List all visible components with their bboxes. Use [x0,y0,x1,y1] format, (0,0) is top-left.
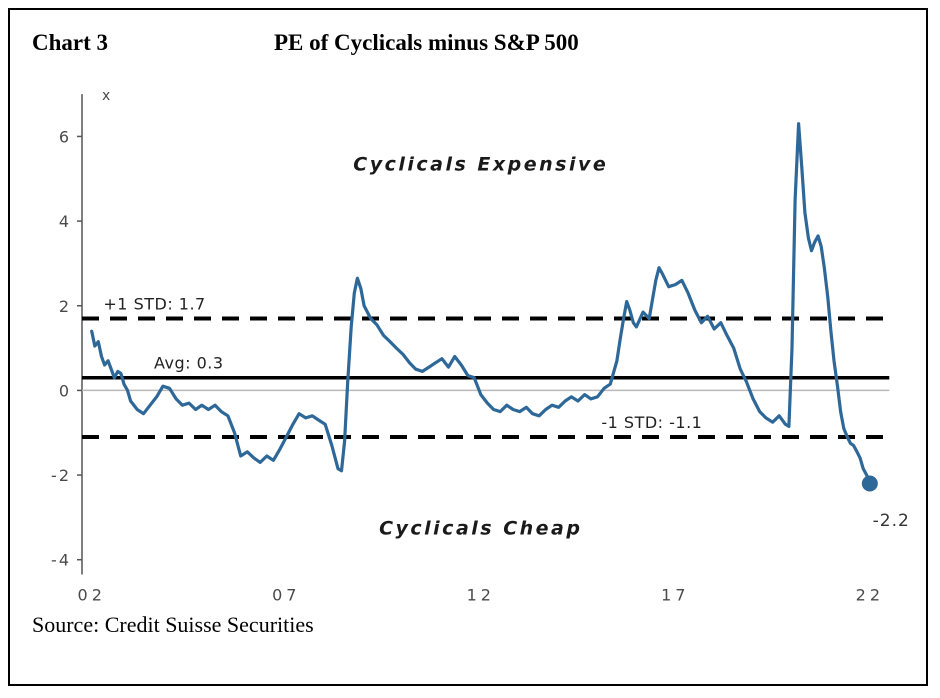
cyclicals-expensive-annotation: Cyclicals Expensive [353,153,608,175]
chart-number-label: Chart 3 [32,30,109,55]
x-tick-label: 17 [661,586,689,605]
chart-frame: Chart 3 PE of Cyclicals minus S&P 500 x 6 4… [8,8,928,686]
x-tick-label: 22 [856,586,884,605]
series-line [90,122,872,486]
chart-title: PE of Cyclicals minus S&P 500 [274,30,579,55]
minus-1-std-label: -1 STD: -1.1 [601,413,702,432]
x-tick-label: 02 [78,586,106,605]
average-label: Avg: 0.3 [154,354,224,373]
y-tick-label: 6 [59,127,71,146]
x-tick-label: 07 [272,586,300,605]
end-point-label: -2.2 [873,511,910,531]
plus-1-std-label: +1 STD: 1.7 [103,294,205,313]
y-axis-unit-label: x [102,88,110,104]
end-point-marker [861,475,878,492]
y-tick-label: -4 [51,551,71,570]
y-tick-label: -2 [51,466,71,485]
chart-header: Chart 3 PE of Cyclicals minus S&P 500 [10,10,926,56]
line-chart-canvas: x 6 4 2 0 -2 -4 02 07 12 17 22 +1 STD: 1.7 Avg: 0.3 -1… [51,88,910,605]
y-tick-label: 2 [59,297,71,316]
cyclicals-cheap-annotation: Cyclicals Cheap [379,517,582,539]
source-text: Source: Credit Suisse Securities [32,612,314,637]
x-tick-label: 12 [467,586,495,605]
y-tick-label: 0 [59,381,71,400]
y-tick-label: 4 [59,212,71,231]
